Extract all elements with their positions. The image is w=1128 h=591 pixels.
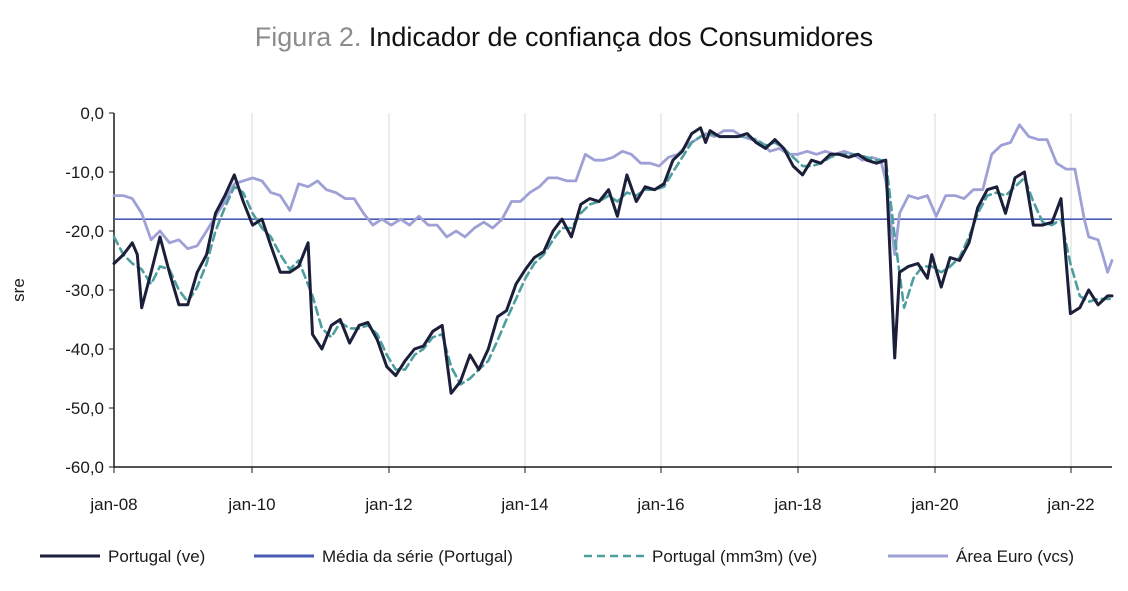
x-tick-label: jan-22: [1046, 495, 1094, 514]
y-tick-label: 0,0: [80, 104, 104, 123]
series-line-portugal-mm3m: [112, 132, 1114, 386]
x-tick-label: jan-16: [636, 495, 684, 514]
y-tick-label: -10,0: [65, 163, 104, 182]
y-tick-label: -30,0: [65, 281, 104, 300]
x-tick-label: jan-18: [773, 495, 821, 514]
series-line-area-euro: [112, 123, 1114, 274]
series-line-portugal: [112, 126, 1114, 395]
legend-item-area-euro-label: Área Euro (vcs): [956, 547, 1074, 566]
legend-item-media-label: Média da série (Portugal): [322, 547, 513, 566]
x-tick-label: jan-08: [89, 495, 137, 514]
x-tick-label: jan-20: [910, 495, 958, 514]
chart-title-text: Indicador de confiança dos Consumidores: [368, 22, 874, 52]
chart-title-prefix: Figura 2.: [254, 22, 362, 52]
x-tick-label: jan-10: [227, 495, 275, 514]
x-tick-label: jan-14: [500, 495, 548, 514]
y-tick-label: -50,0: [65, 399, 104, 418]
legend-item-portugal-mm3m-label: Portugal (mm3m) (ve): [652, 547, 817, 566]
y-tick-label: -60,0: [65, 458, 104, 477]
legend-item-portugal-label: Portugal (ve): [108, 547, 205, 566]
y-tick-label: -20,0: [65, 222, 104, 241]
x-tick-label: jan-12: [364, 495, 412, 514]
y-axis-title: sre: [9, 278, 28, 302]
chart-title: Figura 2. Indicador de confiança dos Con…: [0, 22, 1128, 53]
y-tick-label: -40,0: [65, 340, 104, 359]
